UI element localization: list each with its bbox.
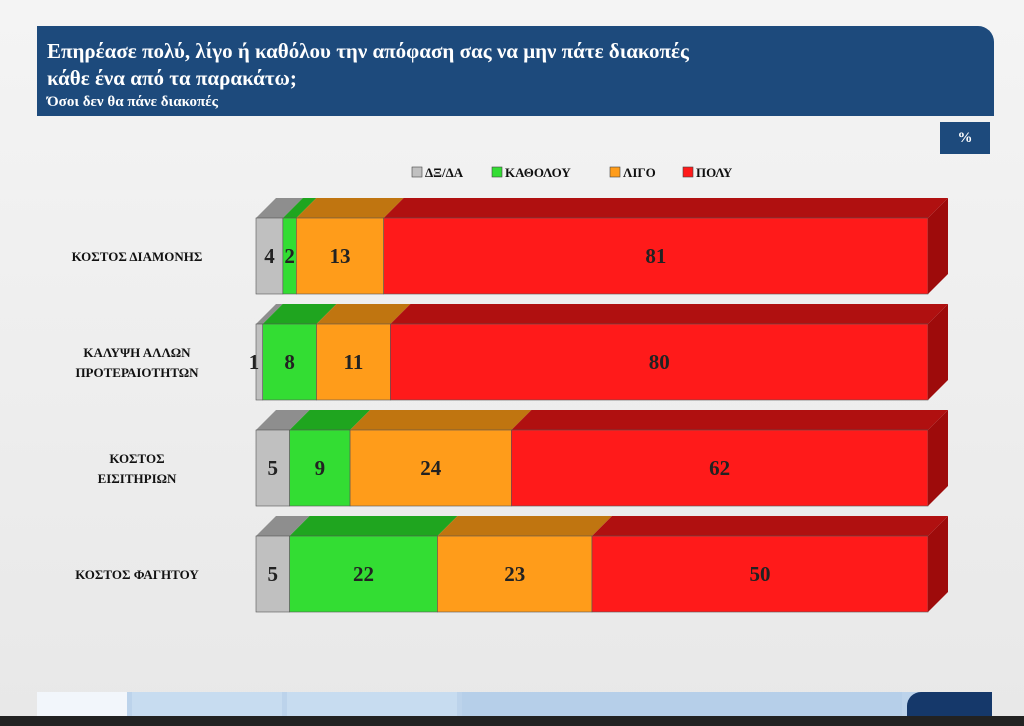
bar-top-face — [289, 516, 458, 536]
bar-segment — [437, 535, 593, 613]
data-label: 1 — [249, 350, 260, 374]
bar-top-face — [316, 304, 411, 324]
bar-top-face — [511, 410, 948, 430]
bar-segment — [591, 535, 929, 613]
bar-top-face — [256, 304, 283, 324]
data-label: 22 — [353, 562, 374, 586]
bar-top-face — [256, 410, 310, 430]
bar-segment — [383, 217, 929, 295]
bar-segment — [349, 429, 512, 507]
screen-bottom-edge — [0, 716, 1024, 726]
title-banner: Επηρέασε πολύ, λίγο ή καθόλου την απόφασ… — [37, 26, 994, 116]
bar-side-face — [928, 410, 948, 506]
data-label: 2 — [284, 244, 295, 268]
percent-unit-badge: % — [940, 122, 990, 154]
legend-swatch — [491, 166, 503, 178]
category-label: ΚΟΣΤΟΣ ΔΙΑΜΟΝΗΣ — [72, 249, 203, 264]
data-label: 24 — [420, 456, 442, 480]
bar-segment — [255, 217, 284, 295]
legend-swatch — [682, 166, 694, 178]
bar-top-face — [282, 198, 317, 218]
bar-top-face — [383, 198, 948, 218]
data-label: 4 — [264, 244, 275, 268]
data-label: 5 — [268, 562, 279, 586]
bar-top-face — [262, 304, 337, 324]
bar-segment — [316, 323, 391, 401]
data-label: 9 — [315, 456, 326, 480]
bar-top-face — [592, 516, 948, 536]
data-label: 81 — [645, 244, 666, 268]
bar-top-face — [289, 410, 371, 430]
bar-top-face — [256, 198, 303, 218]
chart-subtitle: Όσοι δεν θα πάνε διακοπές — [47, 94, 218, 110]
legend-swatch — [411, 166, 423, 178]
bar-side-face — [928, 304, 948, 400]
legend-label: ΚΑΘΟΛΟΥ — [505, 165, 571, 180]
data-label: 11 — [344, 350, 364, 374]
bar-segment — [255, 535, 290, 613]
bar-segment — [262, 323, 317, 401]
data-label: 62 — [709, 456, 730, 480]
legend-label: ΛΙΓΟ — [623, 165, 656, 180]
bar-segment — [289, 429, 351, 507]
category-label: ΚΟΣΤΟΣ ΦΑΓΗΤΟΥ — [75, 567, 199, 582]
legend-swatch — [609, 166, 621, 178]
legend-label: ΠΟΛΥ — [696, 165, 733, 180]
bar-top-face — [390, 304, 948, 324]
data-label: 5 — [268, 456, 279, 480]
data-label: 23 — [504, 562, 525, 586]
chart-title-line-2: κάθε ένα από τα παρακάτω; — [47, 66, 297, 90]
data-label: 50 — [750, 562, 771, 586]
chart-title-line-1: Επηρέασε πολύ, λίγο ή καθόλου την απόφασ… — [47, 39, 689, 63]
bar-segment — [511, 429, 929, 507]
bar-segment — [390, 323, 929, 401]
bar-top-face — [256, 516, 310, 536]
bar-segment — [289, 535, 438, 613]
category-label: ΚΑΛΥΨΗ ΑΛΛΩΝ — [83, 345, 191, 360]
bar-side-face — [928, 198, 948, 294]
category-label: ΚΟΣΤΟΣ — [109, 451, 164, 466]
bar-segment — [255, 429, 290, 507]
data-label: 8 — [284, 350, 295, 374]
data-label: 80 — [649, 350, 670, 374]
bar-side-face — [928, 516, 948, 612]
category-label: ΕΙΣΙΤΗΡΙΩΝ — [98, 471, 177, 486]
data-label: 13 — [330, 244, 351, 268]
legend-label: ΔΞ/ΔΑ — [425, 165, 464, 180]
bar-segment — [296, 217, 384, 295]
bar-top-face — [296, 198, 404, 218]
bar-top-face — [350, 410, 532, 430]
bar-top-face — [437, 516, 612, 536]
category-label: ΠΡΟΤΕΡΑΙΟΤΗΤΩΝ — [75, 365, 199, 380]
